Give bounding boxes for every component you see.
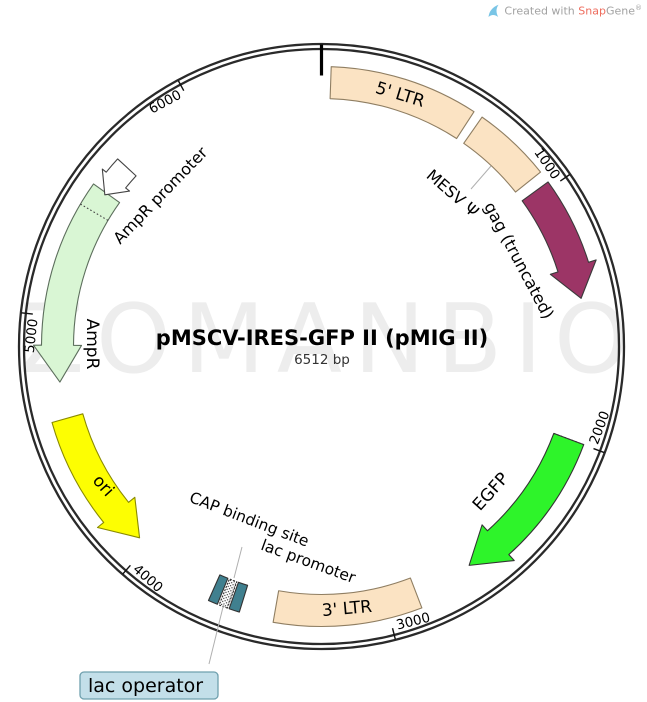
plasmid-backbone-ring-1 — [17, 42, 626, 651]
lac-promoter-feature[interactable] — [218, 578, 238, 609]
credit-brand-gene: Gene — [605, 4, 635, 18]
callout-line-1 — [470, 165, 492, 190]
lac-operator-feature[interactable] — [207, 574, 229, 605]
gag-truncated-feature[interactable] — [521, 181, 597, 299]
mesv-feature[interactable] — [463, 116, 542, 193]
3-ltr-feature[interactable] — [272, 577, 423, 627]
lac-operator-boxed-label-text[interactable]: lac operator — [88, 675, 203, 697]
plasmid-length: 6512 bp — [294, 352, 350, 368]
ampr-feature[interactable] — [32, 183, 121, 383]
ori-feature[interactable] — [51, 413, 141, 539]
tick-label-6000: 6000 — [146, 87, 184, 117]
tick-2000 — [593, 447, 605, 454]
tick-4000 — [122, 564, 131, 575]
segment-boundary-2 — [553, 432, 584, 446]
3-ltr-label[interactable]: 3' LTR — [321, 597, 373, 621]
egfp-feature[interactable] — [468, 432, 585, 566]
tick-3000 — [391, 628, 397, 640]
segment-boundary-1 — [80, 203, 109, 221]
tick-6000 — [177, 80, 185, 92]
tick-label-1000: 1000 — [530, 145, 563, 182]
credit-text: Created with SnapGene® — [504, 4, 642, 18]
callout-line-3 — [208, 602, 225, 665]
ampr-label[interactable]: AmpR — [82, 319, 102, 370]
cap-binding-site-label[interactable]: CAP binding site — [187, 488, 311, 550]
cap-binding-site-feature[interactable] — [228, 581, 249, 613]
snapgene-credit: Created with SnapGene® — [487, 4, 642, 18]
ampr-promoter-label[interactable]: AmpR promoter — [109, 143, 211, 248]
watermark: ZOMANBIO — [19, 285, 641, 395]
snapgene-icon — [488, 4, 499, 17]
egfp-label[interactable]: EGFP — [469, 469, 513, 515]
lac-operator-boxed-label[interactable] — [79, 671, 219, 700]
callout-line-2 — [233, 546, 243, 579]
tick-1000 — [559, 173, 571, 182]
lac-promoter-label[interactable]: lac promoter — [258, 536, 358, 587]
credit-created: Created with — [504, 4, 579, 18]
plasmid-title: pMSCV-IRES-GFP II (pMIG II) — [156, 326, 488, 350]
tick-5000 — [21, 312, 33, 315]
credit-registered-mark: ® — [635, 4, 642, 13]
credit-brand-snap: Snap — [578, 4, 606, 18]
5-ltr-feature[interactable] — [329, 66, 475, 140]
mesv-label[interactable]: MESV Ψ — [423, 166, 483, 221]
ampr-promoter-feature[interactable] — [101, 158, 137, 196]
